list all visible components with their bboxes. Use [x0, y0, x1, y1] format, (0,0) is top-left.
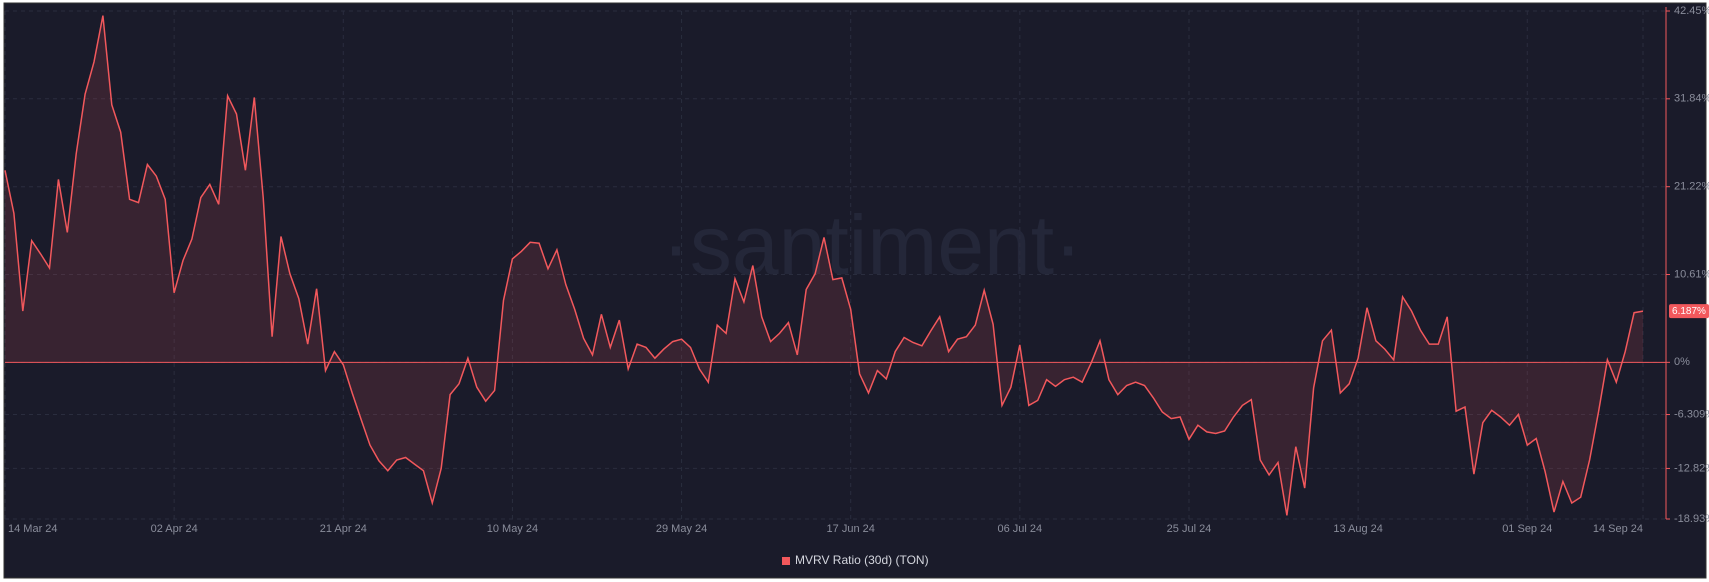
area	[5, 15, 1643, 516]
x-tick-label: 10 May 24	[487, 523, 538, 535]
y-tick-label: 10.61%	[1674, 268, 1709, 280]
watermark: ·santiment·	[662, 198, 1082, 292]
y-tick-label: 42.45%	[1674, 5, 1709, 17]
x-tick-label: 02 Apr 24	[151, 523, 198, 535]
y-tick-label: 0%	[1674, 356, 1690, 368]
y-tick-label: 21.22%	[1674, 181, 1709, 193]
x-tick-label: 01 Sep 24	[1502, 523, 1552, 535]
x-tick-label: 29 May 24	[656, 523, 707, 535]
last-value-label: 6.187%	[1672, 306, 1706, 317]
x-tick-label: 06 Jul 24	[998, 523, 1043, 535]
line	[4, 15, 1644, 516]
legend-swatch	[782, 557, 790, 565]
x-tick-label: 14 Mar 24	[8, 523, 58, 535]
x-tick-label: 17 Jun 24	[827, 523, 875, 535]
y-tick-label: -18.93%	[1674, 513, 1709, 525]
y-tick-label: 31.84%	[1674, 93, 1709, 105]
x-tick-label: 14 Sep 24	[1593, 523, 1643, 535]
y-tick-label: -12.82%	[1674, 462, 1709, 474]
x-tick-label: 25 Jul 24	[1167, 523, 1212, 535]
legend-label: MVRV Ratio (30d) (TON)	[795, 553, 929, 567]
last-value-box	[1669, 304, 1709, 319]
x-tick-label: 21 Apr 24	[320, 523, 367, 535]
y-tick-label: -6.309%	[1674, 408, 1709, 420]
x-tick-label: 13 Aug 24	[1333, 523, 1383, 535]
